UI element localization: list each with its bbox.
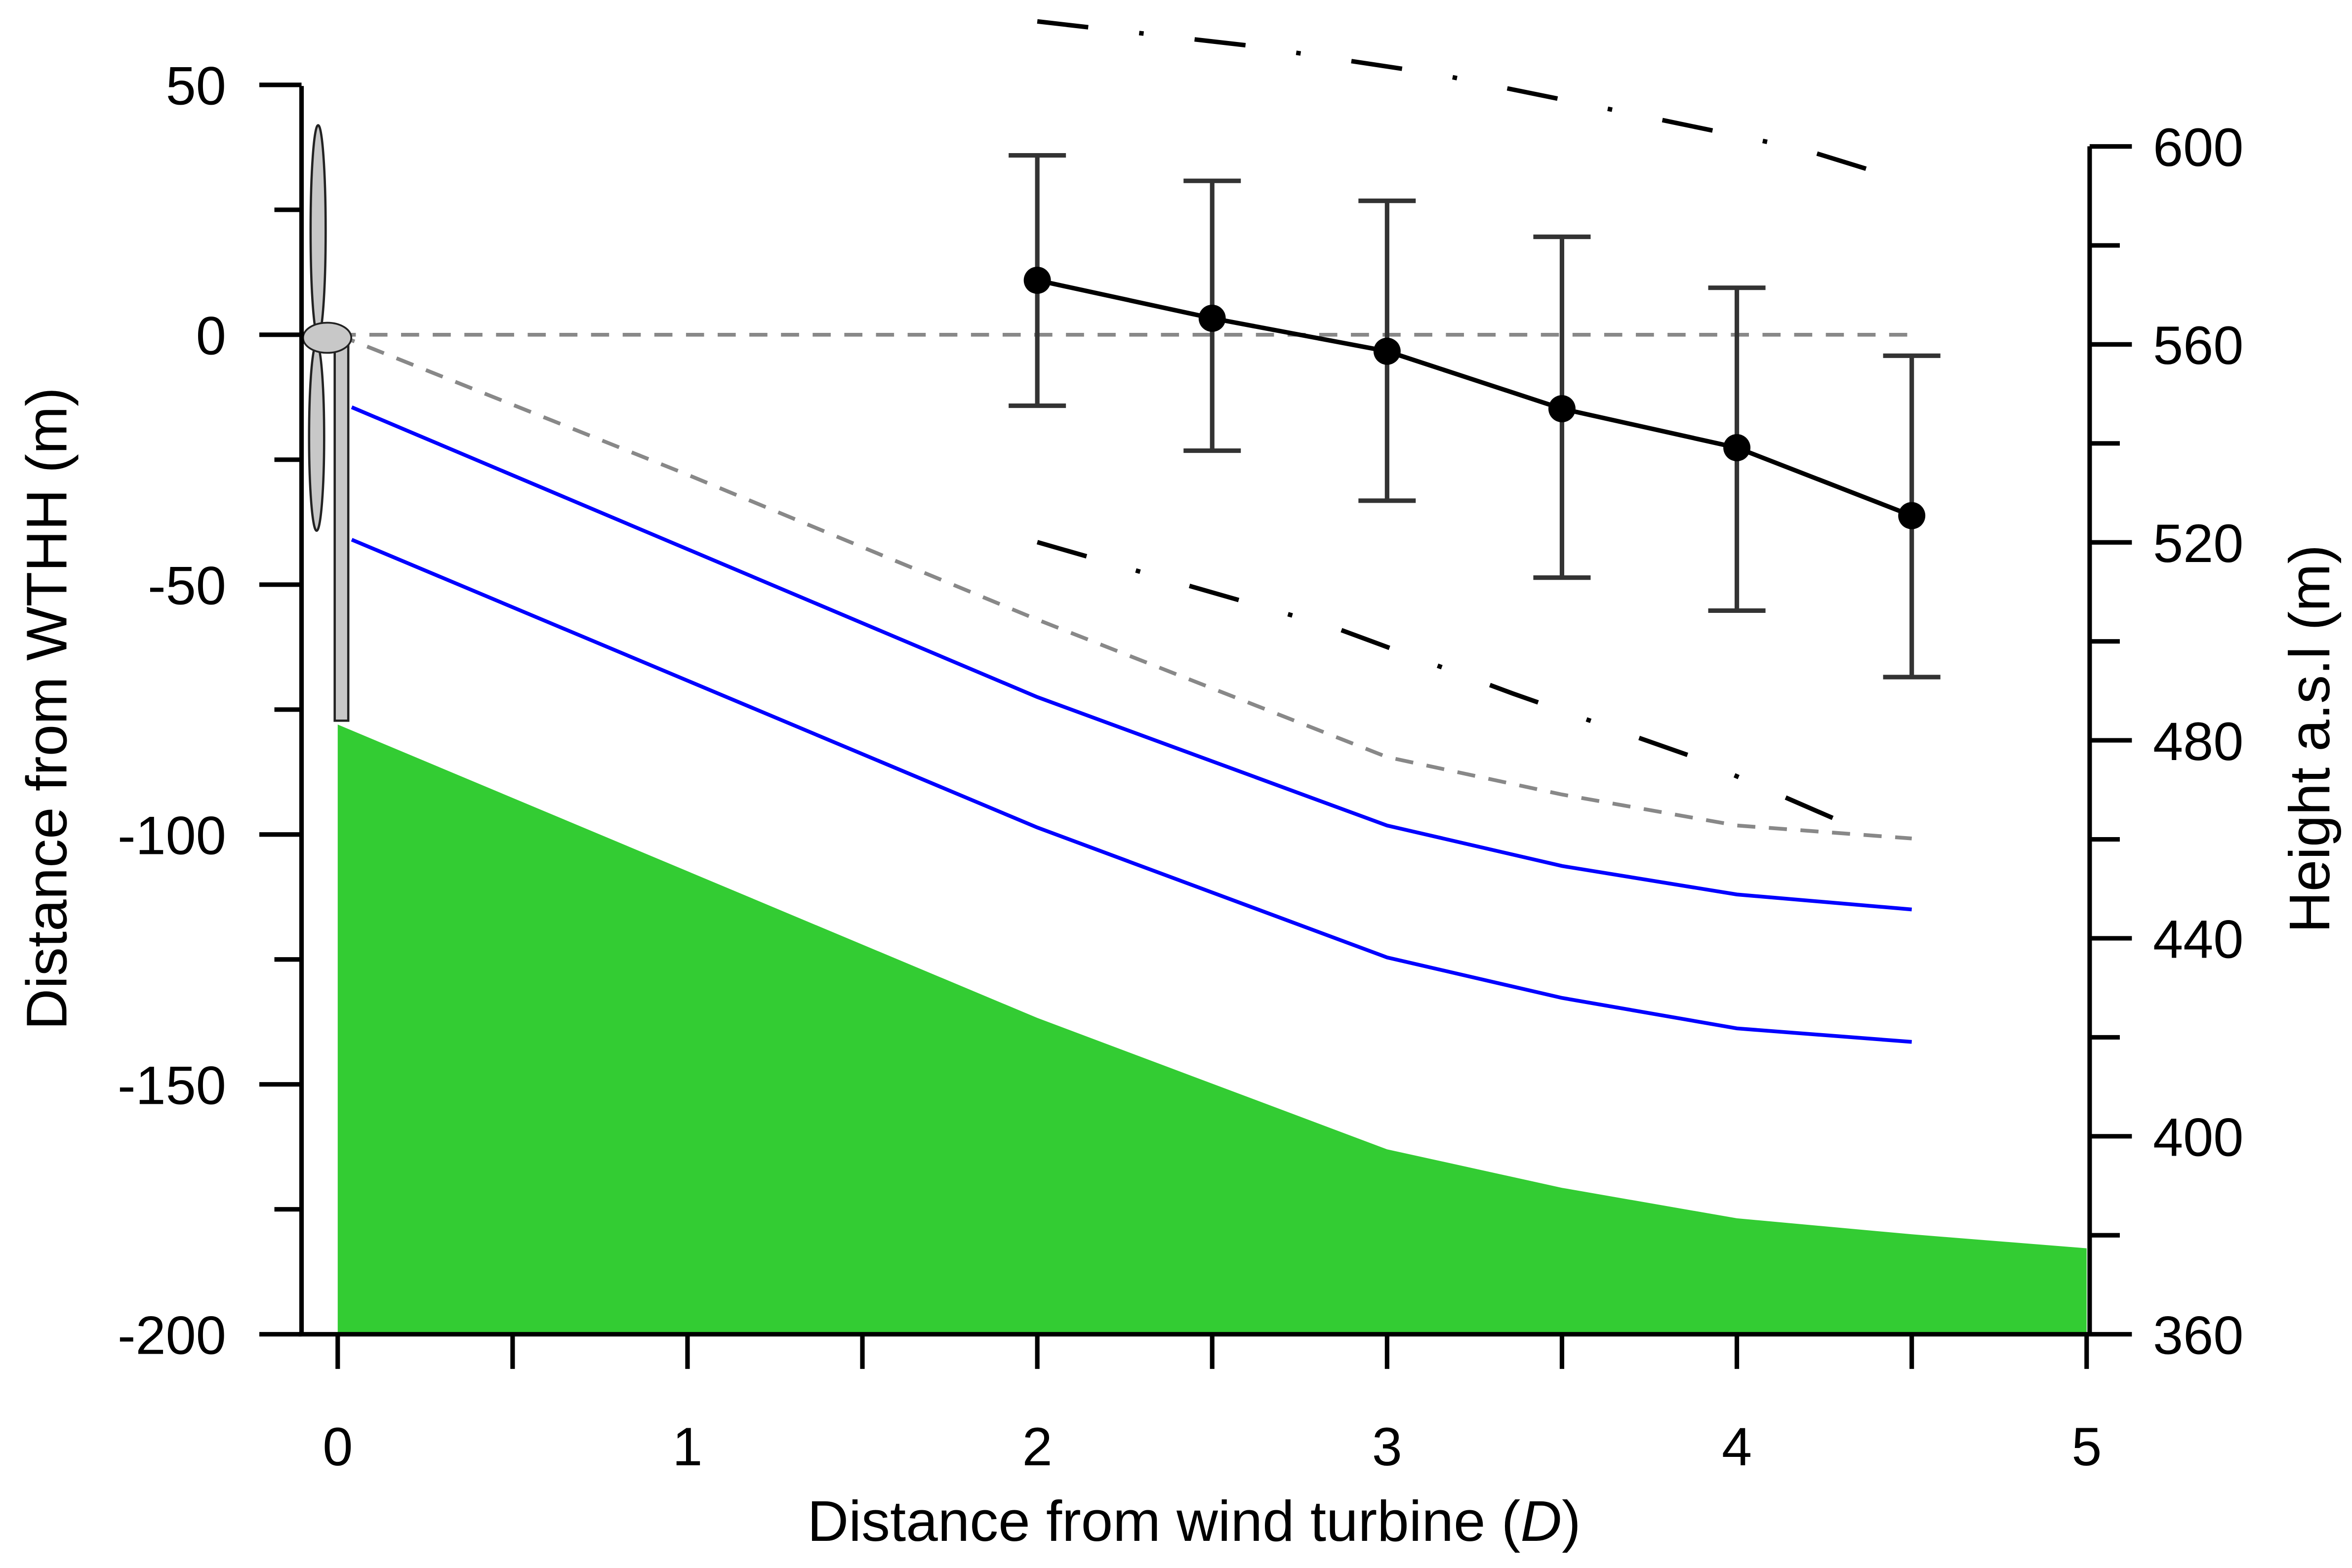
dash-dot-line-2: [1036, 540, 1861, 832]
y-right-tick-label: 440: [2153, 910, 2243, 970]
y-tick-label: 50: [166, 56, 226, 117]
measurement-line: [1037, 278, 1913, 518]
blue-line-1: [351, 405, 1912, 912]
x-tick-label: 1: [672, 1417, 702, 1477]
y-right-tick-label: 600: [2153, 118, 2243, 178]
dash-dot-line-1: [1037, 19, 1892, 179]
y-axis-label: Distance from WTHH (m): [14, 387, 79, 1030]
error-bars-layer: [1009, 153, 1941, 680]
data-point: [1373, 337, 1401, 365]
y-right-tick-label: 520: [2153, 514, 2243, 574]
wind-turbine-icon: [302, 124, 353, 722]
y-right-tick-label: 480: [2153, 712, 2243, 772]
x-tick-label: 5: [2071, 1417, 2102, 1477]
data-point: [1023, 267, 1051, 294]
y-right-tick-label: 360: [2153, 1305, 2243, 1366]
y-tick-label: -200: [118, 1305, 226, 1366]
y-tick-label: 0: [196, 306, 226, 366]
axis-labels: Distance from wind turbine (D) Distance …: [14, 387, 2342, 1553]
gray-dashed-line-2: [337, 333, 1912, 841]
x-tick-label: 0: [323, 1417, 353, 1477]
x-tick-label: 2: [1022, 1417, 1053, 1477]
y-axis-right-label: Height a.s.l (m): [2277, 545, 2342, 933]
turbine-tower: [333, 339, 350, 722]
axes: 50 0 -50 -100 -150 -200 600 560 520 480 440 400 360 0…: [118, 56, 2243, 1478]
y-tick-label: -100: [118, 805, 226, 866]
turbine-blade-lower: [308, 342, 325, 532]
data-point: [1898, 502, 1926, 529]
data-point: [1198, 304, 1226, 332]
data-point: [1723, 434, 1751, 462]
x-tick-label: 3: [1372, 1417, 1402, 1477]
x-axis-label: Distance from wind turbine (D): [807, 1489, 1581, 1553]
blue-line-2: [351, 538, 1912, 1044]
data-point: [1548, 395, 1576, 423]
terrain-area-layer: [337, 724, 2087, 1334]
turbine-blade-upper: [309, 124, 327, 338]
y-tick-label: -50: [148, 556, 226, 616]
terrain-area: [337, 724, 2087, 1334]
x-tick-label: 4: [1722, 1417, 1752, 1477]
y-right-tick-label: 400: [2153, 1108, 2243, 1168]
series-lines-layer: [337, 19, 1912, 1044]
y-tick-label: -150: [118, 1055, 226, 1116]
y-right-tick-label: 560: [2153, 316, 2243, 376]
turbine-hub: [302, 322, 353, 354]
